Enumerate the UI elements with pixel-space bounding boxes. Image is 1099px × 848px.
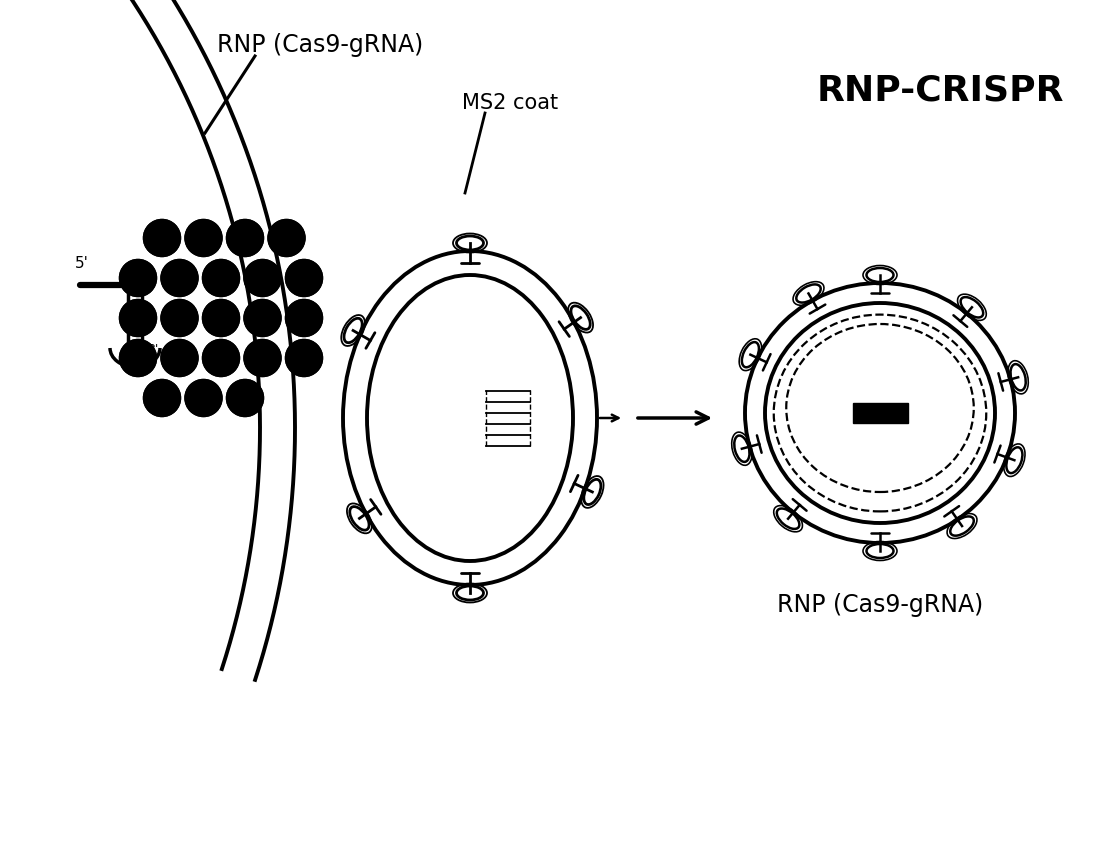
Text: 3': 3' (147, 343, 158, 356)
Circle shape (268, 220, 306, 256)
Circle shape (244, 259, 281, 297)
Circle shape (185, 380, 222, 416)
Circle shape (286, 299, 322, 337)
Circle shape (268, 220, 306, 256)
Circle shape (244, 339, 281, 377)
Circle shape (120, 339, 156, 377)
Circle shape (185, 380, 222, 416)
Circle shape (226, 380, 264, 416)
Circle shape (120, 299, 156, 337)
Circle shape (160, 339, 198, 377)
Circle shape (202, 339, 240, 377)
Circle shape (244, 299, 281, 337)
Circle shape (244, 299, 281, 337)
Circle shape (226, 380, 264, 416)
Circle shape (202, 339, 240, 377)
Circle shape (286, 259, 322, 297)
Text: 5': 5' (75, 256, 89, 271)
Circle shape (120, 259, 156, 297)
Circle shape (160, 299, 198, 337)
Text: MS2 coat: MS2 coat (462, 93, 558, 113)
Circle shape (286, 339, 322, 377)
Circle shape (144, 380, 180, 416)
Circle shape (160, 259, 198, 297)
Circle shape (120, 299, 156, 337)
Circle shape (244, 339, 281, 377)
Circle shape (185, 220, 222, 256)
Circle shape (286, 299, 322, 337)
Circle shape (202, 299, 240, 337)
Circle shape (144, 220, 180, 256)
Circle shape (202, 259, 240, 297)
Circle shape (286, 259, 322, 297)
Circle shape (120, 339, 156, 377)
Circle shape (286, 339, 322, 377)
Circle shape (226, 220, 264, 256)
Circle shape (160, 299, 198, 337)
Circle shape (144, 220, 180, 256)
Bar (853, 403, 908, 423)
Text: RNP-CRISPR: RNP-CRISPR (817, 73, 1064, 107)
Circle shape (120, 259, 156, 297)
Circle shape (226, 220, 264, 256)
Circle shape (160, 339, 198, 377)
Ellipse shape (355, 263, 585, 573)
Circle shape (202, 259, 240, 297)
Text: RNP (Cas9-gRNA): RNP (Cas9-gRNA) (777, 593, 984, 617)
Circle shape (160, 259, 198, 297)
Circle shape (144, 380, 180, 416)
Circle shape (202, 299, 240, 337)
Text: RNP (Cas9-gRNA): RNP (Cas9-gRNA) (217, 33, 423, 57)
Circle shape (185, 220, 222, 256)
Ellipse shape (740, 278, 1020, 548)
Circle shape (244, 259, 281, 297)
